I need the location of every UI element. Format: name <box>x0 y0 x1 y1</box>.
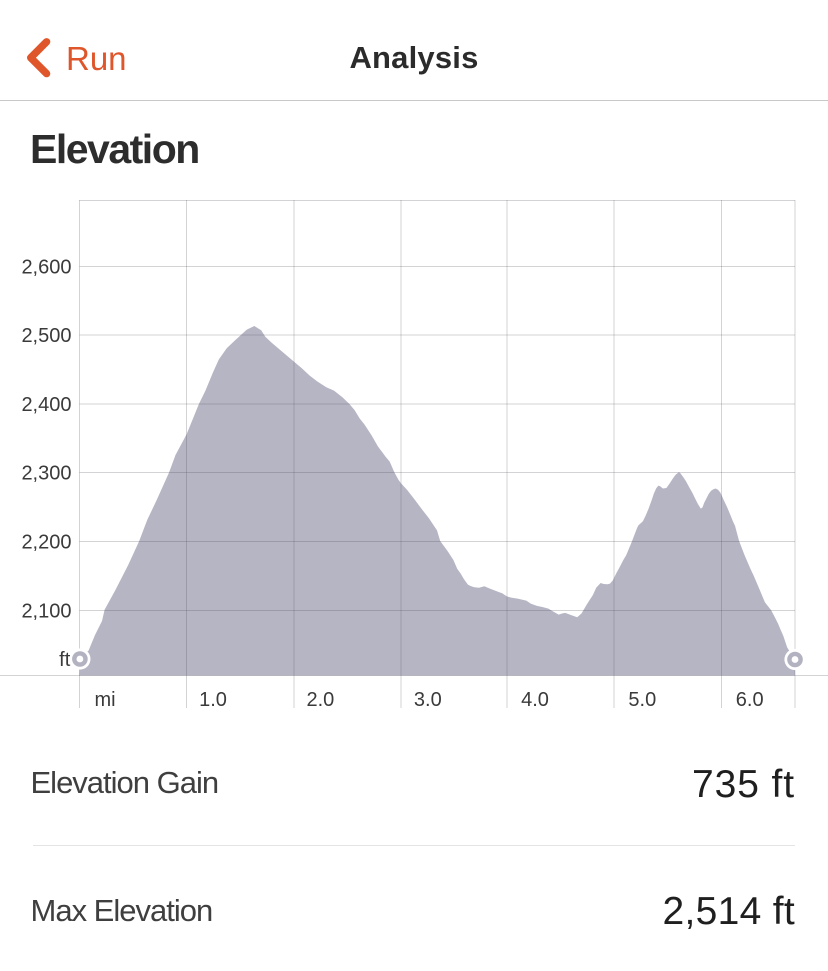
svg-text:6.0: 6.0 <box>736 689 764 711</box>
svg-text:4.0: 4.0 <box>521 689 549 711</box>
svg-text:2,500: 2,500 <box>21 325 71 347</box>
svg-text:3.0: 3.0 <box>414 689 442 711</box>
svg-text:2,100: 2,100 <box>21 600 71 622</box>
svg-text:1.0: 1.0 <box>199 689 227 711</box>
svg-text:ft: ft <box>59 649 71 671</box>
svg-text:2,600: 2,600 <box>21 257 71 279</box>
svg-text:mi: mi <box>94 689 115 711</box>
svg-text:2,200: 2,200 <box>21 531 71 553</box>
svg-text:2.0: 2.0 <box>306 689 334 711</box>
svg-text:2,400: 2,400 <box>21 394 71 416</box>
svg-text:5.0: 5.0 <box>628 689 656 711</box>
svg-text:2,300: 2,300 <box>21 463 71 485</box>
